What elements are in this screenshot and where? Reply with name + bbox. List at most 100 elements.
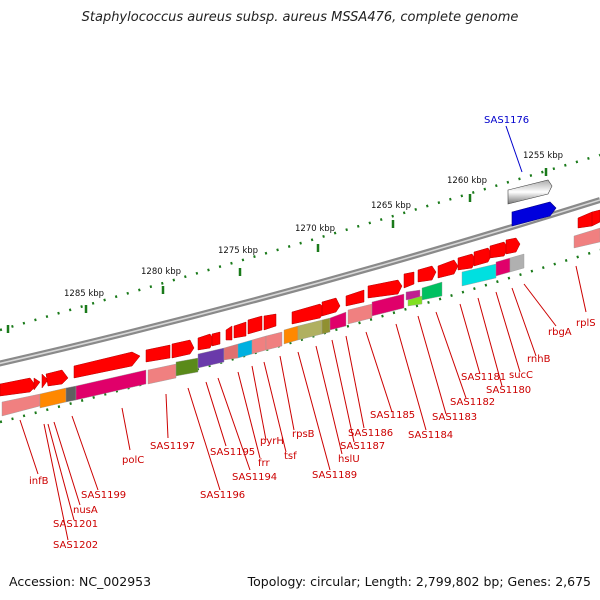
highlight-blue-arrow	[511, 201, 557, 227]
map-title: Staphylococcus aureus subsp. aureus MSSA…	[81, 10, 519, 25]
gene-label[interactable]: SAS1180	[486, 385, 531, 396]
gene-block[interactable]	[147, 363, 177, 385]
gene-arrow[interactable]	[73, 351, 141, 379]
leader-lines	[19, 265, 587, 541]
gene-arrow[interactable]	[367, 279, 403, 299]
gene-arrow[interactable]	[225, 325, 233, 341]
gene-arrow[interactable]	[403, 271, 415, 289]
gene-label[interactable]: SAS1195	[210, 447, 255, 458]
gene-arrow[interactable]	[197, 333, 215, 351]
inner-ruler	[0, 248, 600, 424]
gene-arrow[interactable]	[345, 289, 365, 307]
genome-backbone-highlight	[0, 199, 600, 365]
gene-block[interactable]	[223, 343, 239, 361]
gene-label[interactable]: hslU	[338, 454, 360, 465]
gene-label[interactable]: SAS1185	[370, 410, 415, 421]
gene-block[interactable]	[495, 257, 511, 277]
ruler-major-ticks	[6, 168, 548, 333]
gene-labels: infB SAS1202 SAS1201 nusA SAS1199 polC S…	[29, 318, 596, 551]
highlight-leader	[505, 125, 523, 173]
gene-arrow[interactable]	[211, 331, 221, 347]
gene-block[interactable]	[321, 317, 331, 335]
gene-block[interactable]	[1, 393, 41, 417]
gene-label[interactable]: SAS1196	[200, 490, 245, 501]
kbp-ruler	[0, 153, 600, 332]
kbp-label: 1270 kbp	[295, 224, 335, 234]
gene-arrow[interactable]	[247, 315, 263, 335]
gene-label[interactable]: tsf	[284, 451, 297, 462]
kbp-label: 1255 kbp	[523, 151, 563, 161]
gene-arrow[interactable]	[457, 253, 477, 271]
gene-label[interactable]: frr	[258, 458, 270, 469]
gene-label[interactable]: infB	[29, 476, 49, 487]
gene-block[interactable]	[371, 293, 405, 317]
gene-arrow[interactable]	[591, 209, 600, 227]
gene-arrow[interactable]	[171, 339, 195, 359]
highlight-gene-label: SAS1176	[484, 115, 529, 126]
gene-label[interactable]: SAS1187	[340, 441, 385, 452]
gene-label[interactable]: SAS1186	[348, 428, 393, 439]
kbp-label: 1265 kbp	[371, 201, 411, 211]
gene-block[interactable]	[509, 253, 525, 273]
gene-arrow[interactable]	[41, 373, 49, 389]
gene-label[interactable]: SAS1189	[312, 470, 357, 481]
gene-block[interactable]	[237, 339, 253, 359]
gene-label[interactable]: sucC	[509, 370, 533, 381]
gene-arrow[interactable]	[145, 344, 171, 363]
gene-arrow[interactable]	[33, 377, 41, 391]
gene-arrow[interactable]	[505, 237, 521, 255]
gene-block[interactable]	[297, 319, 323, 341]
gene-arrow[interactable]	[263, 313, 277, 331]
gene-label[interactable]: nusA	[73, 505, 98, 516]
gene-block[interactable]	[175, 357, 199, 377]
gene-label[interactable]: SAS1201	[53, 519, 98, 530]
gene-label[interactable]: rpsB	[292, 429, 315, 440]
gene-label[interactable]: SAS1181	[461, 372, 506, 383]
forward-genes	[0, 209, 600, 397]
gene-block[interactable]	[39, 387, 67, 409]
gene-block[interactable]	[251, 335, 267, 355]
gene-arrow[interactable]	[473, 247, 493, 267]
gene-block[interactable]	[197, 347, 225, 369]
gene-arrow[interactable]	[233, 321, 247, 339]
highlight-gray-arrow	[507, 179, 553, 205]
gene-label[interactable]: rplS	[576, 318, 596, 329]
gene-block[interactable]	[265, 331, 283, 351]
accession-text: Accession: NC_002953	[9, 574, 152, 589]
gene-block[interactable]	[329, 311, 347, 331]
kbp-label: 1285 kbp	[64, 289, 104, 299]
kbp-label: 1260 kbp	[447, 176, 487, 186]
gene-label[interactable]: rbgA	[548, 327, 572, 338]
gene-arrow[interactable]	[417, 265, 437, 283]
gene-label[interactable]: pyrH	[260, 436, 284, 447]
gene-block[interactable]	[421, 281, 443, 301]
kbp-label: 1280 kbp	[141, 267, 181, 277]
gene-arrow[interactable]	[0, 377, 37, 397]
gene-block[interactable]	[407, 295, 423, 307]
gene-block[interactable]	[347, 303, 373, 325]
gene-label[interactable]: SAS1202	[53, 540, 98, 551]
highlight-gene-SAS1176[interactable]: SAS1176	[484, 115, 557, 227]
gene-label[interactable]: rnhB	[527, 354, 551, 365]
gene-label[interactable]: SAS1194	[232, 472, 277, 483]
reverse-genes	[1, 227, 600, 417]
gene-block[interactable]	[461, 263, 497, 287]
kbp-label: 1275 kbp	[218, 246, 258, 256]
gene-arrow[interactable]	[45, 369, 69, 387]
gene-arrow[interactable]	[437, 259, 459, 279]
gene-block[interactable]	[573, 227, 600, 249]
gene-block[interactable]	[65, 385, 77, 403]
gene-block[interactable]	[283, 325, 299, 345]
gene-label[interactable]: polC	[122, 455, 144, 466]
gene-label[interactable]: SAS1197	[150, 441, 195, 452]
topology-text: Topology: circular; Length: 2,799,802 bp…	[247, 574, 591, 589]
gene-arrow[interactable]	[321, 297, 341, 317]
gene-label[interactable]: SAS1182	[450, 397, 495, 408]
gene-block[interactable]	[75, 369, 147, 401]
gene-label[interactable]: SAS1183	[432, 412, 477, 423]
gene-label[interactable]: SAS1199	[81, 490, 126, 501]
gene-label[interactable]: SAS1184	[408, 430, 453, 441]
gene-arrow[interactable]	[489, 241, 509, 259]
